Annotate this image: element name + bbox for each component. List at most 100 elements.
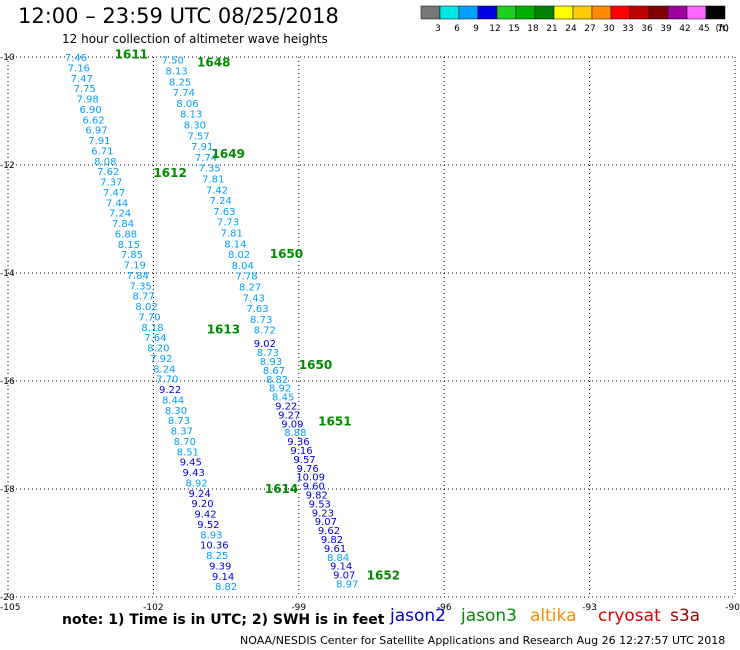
wave-height-value: 8.72 (254, 326, 276, 337)
wave-height-value: 7.16 (68, 63, 90, 74)
wave-height-value: 9.52 (197, 520, 219, 531)
wave-height-value: 8.93 (260, 357, 282, 368)
wave-height-value: 8.84 (327, 553, 349, 564)
colorbar-swatch (496, 5, 517, 20)
wave-height-value: 8.70 (174, 437, 196, 448)
colorbar-label: 12 (489, 24, 500, 34)
pass-number-label: 1652 (367, 568, 400, 582)
wave-height-value: 8.73 (250, 315, 272, 326)
x-tick-label: -96 (437, 603, 452, 613)
wave-height-value: 7.35 (130, 281, 152, 292)
wave-height-value: 8.13 (180, 110, 202, 121)
wave-height-value: 9.22 (159, 385, 181, 396)
colorbar-swatch (705, 5, 726, 20)
wave-height-value: 8.97 (336, 580, 358, 591)
wave-height-value: 8.30 (165, 406, 187, 417)
wave-height-value: 9.27 (278, 410, 300, 421)
colorbar-label: 6 (454, 24, 460, 34)
wave-height-value: 7.74 (173, 88, 195, 99)
wave-height-value: 7.35 (198, 164, 220, 175)
wave-height-value: 7.70 (156, 375, 178, 386)
colorbar-swatch (648, 5, 669, 20)
colorbar-label: 33 (622, 24, 633, 34)
wave-height-value: 8.27 (239, 283, 261, 294)
wave-height-value: 7.73 (217, 218, 239, 229)
colorbar-swatch (610, 5, 631, 20)
wave-height-value: 8.15 (118, 240, 140, 251)
data-points: 7.467.167.477.757.986.906.626.977.916.71… (65, 53, 359, 593)
satellite-label-altika: altika (530, 606, 577, 626)
colorbar-swatch (591, 5, 612, 20)
colorbar-label: 3 (435, 24, 441, 34)
satellite-label-jason3: jason3 (461, 606, 517, 626)
wave-height-value: 8.08 (94, 157, 116, 168)
wave-height-value: 9.14 (212, 572, 234, 583)
wave-height-value: 7.63 (213, 207, 235, 218)
colorbar-unit: (ft) (715, 24, 729, 34)
wave-height-value: 10.36 (200, 541, 229, 552)
wave-height-value: 9.45 (180, 458, 202, 469)
wave-height-value: 6.90 (79, 105, 101, 116)
wave-height-value: 9.14 (330, 562, 352, 573)
wave-height-value: 7.70 (138, 312, 160, 323)
chart-title: 12:00 – 23:59 UTC 08/25/2018 (18, 4, 339, 28)
colorbar-swatch (458, 5, 479, 20)
wave-height-value: 9.43 (183, 468, 205, 479)
wave-height-value: 8.25 (206, 551, 228, 562)
wave-height-value: 9.07 (333, 571, 355, 582)
colorbar-label: 9 (473, 24, 479, 34)
wave-height-value: 8.24 (153, 364, 175, 375)
wave-height-value: 8.92 (269, 384, 291, 395)
wave-height-value: 7.47 (103, 188, 125, 199)
wave-height-value: 9.09 (281, 419, 303, 430)
wave-height-value: 9.23 (312, 508, 334, 519)
x-tick-label: -90 (725, 603, 740, 613)
pass-number-label: 1650 (270, 247, 303, 261)
wave-height-value: 9.76 (296, 464, 318, 475)
wave-height-value: 7.74 (195, 153, 217, 164)
colorbar-swatch (439, 5, 460, 20)
colorbar-label: 45 (698, 24, 709, 34)
pass-number-label: 1611 (115, 47, 148, 61)
pass-number-label: 1649 (212, 147, 245, 161)
wave-height-value: 9.53 (309, 499, 331, 510)
pass-labels: 1611 1612 1613 1614 1648 1649 1650 1650 1651 1652 (115, 47, 400, 582)
pass-number-label: 1651 (318, 415, 351, 429)
wave-height-value: 8.51 (177, 447, 199, 458)
colorbar-swatch (629, 5, 650, 20)
wave-height-value: 9.22 (275, 402, 297, 413)
wave-height-value: 7.24 (109, 209, 131, 220)
colorbar-label: 24 (565, 24, 577, 34)
wave-height-value: 8.13 (165, 67, 187, 78)
wave-height-value: 7.24 (210, 196, 232, 207)
colorbar-label: 36 (641, 24, 653, 34)
wave-height-value: 7.46 (65, 53, 87, 64)
colorbar-swatch (477, 5, 498, 20)
colorbar-label: 27 (584, 24, 595, 34)
pass-number-label: 1612 (153, 166, 186, 180)
wave-height-value: 7.85 (121, 250, 143, 261)
wave-height-value: 8.20 (147, 344, 169, 355)
pass-number-label: 1613 (207, 323, 240, 337)
wave-height-value: 7.44 (106, 198, 128, 209)
wave-height-value: 8.82 (215, 582, 237, 593)
wave-height-value: 9.24 (188, 489, 210, 500)
colorbar-swatch (553, 5, 574, 20)
pass-number-label: 1614 (265, 482, 298, 496)
wave-height-value: 7.64 (144, 333, 166, 344)
wave-height-value: 6.71 (91, 146, 113, 157)
wave-height-value: 9.82 (306, 491, 328, 502)
wave-height-value: 7.37 (100, 178, 122, 189)
wave-height-value: 6.88 (115, 229, 137, 240)
wave-height-value: 10.09 (296, 473, 325, 484)
pass-number-label: 1650 (299, 358, 332, 372)
colorbar-swatch (420, 5, 441, 20)
plot-grid (7, 56, 736, 598)
y-tick-label: -12 (0, 161, 15, 171)
wave-height-value: 8.02 (135, 302, 157, 313)
wave-height-value: 8.67 (263, 366, 285, 377)
wave-height-value: 7.57 (187, 131, 209, 142)
credit-line: NOAA/NESDIS Center for Satellite Applica… (240, 634, 726, 647)
colorbar-label: 18 (527, 24, 539, 34)
